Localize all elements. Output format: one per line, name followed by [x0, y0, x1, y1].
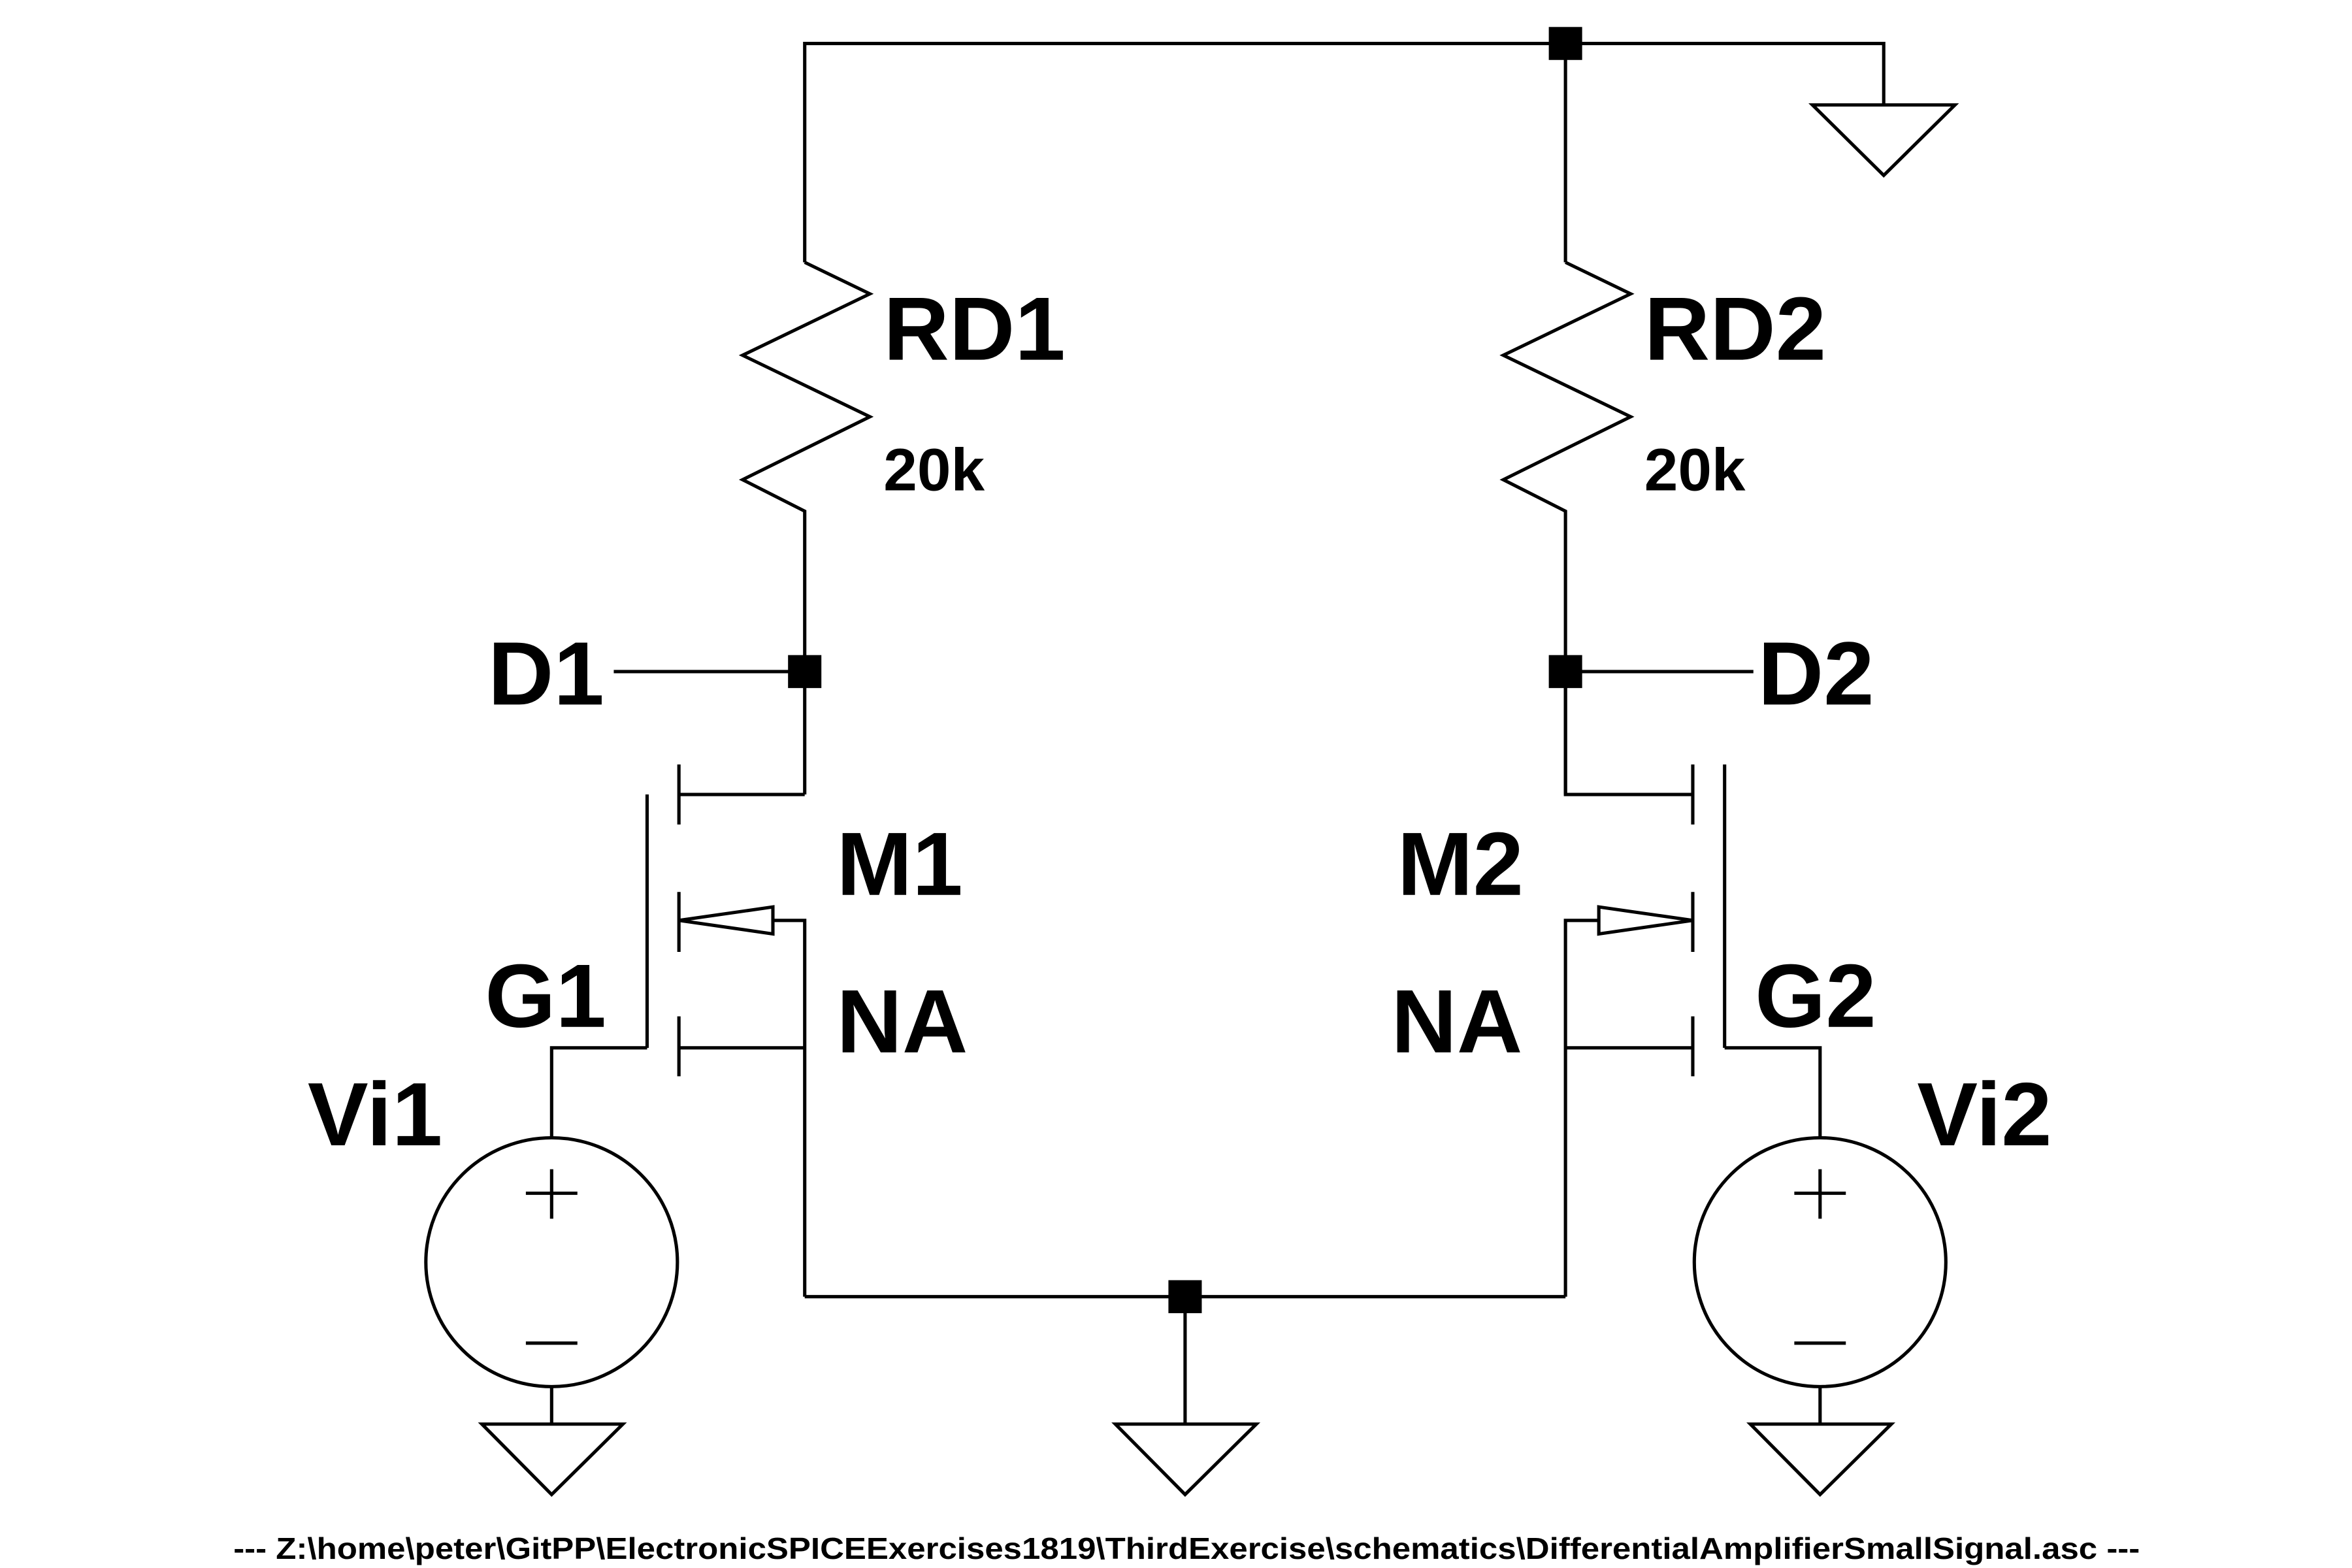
top-rail-wire: [803, 42, 1886, 263]
junction-d1: [788, 655, 822, 689]
label-m1: M1: [836, 814, 962, 914]
nmos-m2: [1563, 671, 1822, 1297]
label-rd2-value: 20k: [1644, 436, 1746, 503]
label-vi2: Vi2: [1917, 1065, 2051, 1165]
voltage-source-vi1: [424, 1135, 679, 1497]
label-vi1: Vi1: [308, 1065, 442, 1165]
label-g1: G1: [485, 946, 606, 1046]
ground-symbol-top: [1808, 103, 1959, 178]
resistor-rd1: [738, 261, 874, 795]
label-rd2: RD2: [1644, 279, 1826, 379]
resistor-rd2: [1499, 261, 1635, 795]
nmos-m1: [549, 764, 807, 1297]
junction-top: [1548, 27, 1582, 60]
label-rd1-value: 20k: [883, 436, 985, 503]
label-m2: M2: [1397, 814, 1524, 914]
ground-symbol-source: [1111, 1422, 1261, 1497]
label-m2-model: NA: [1391, 972, 1522, 1071]
label-d2: D2: [1758, 624, 1874, 724]
label-m1-model: NA: [836, 972, 968, 1071]
label-g2: G2: [1755, 946, 1876, 1046]
label-d1: D1: [488, 624, 604, 724]
voltage-source-vi2: [1692, 1135, 1948, 1497]
label-rd1: RD1: [883, 279, 1065, 379]
file-path-footer: --- Z:\home\peter\GitPP\ElectronicSPICEE…: [233, 1531, 2140, 1565]
